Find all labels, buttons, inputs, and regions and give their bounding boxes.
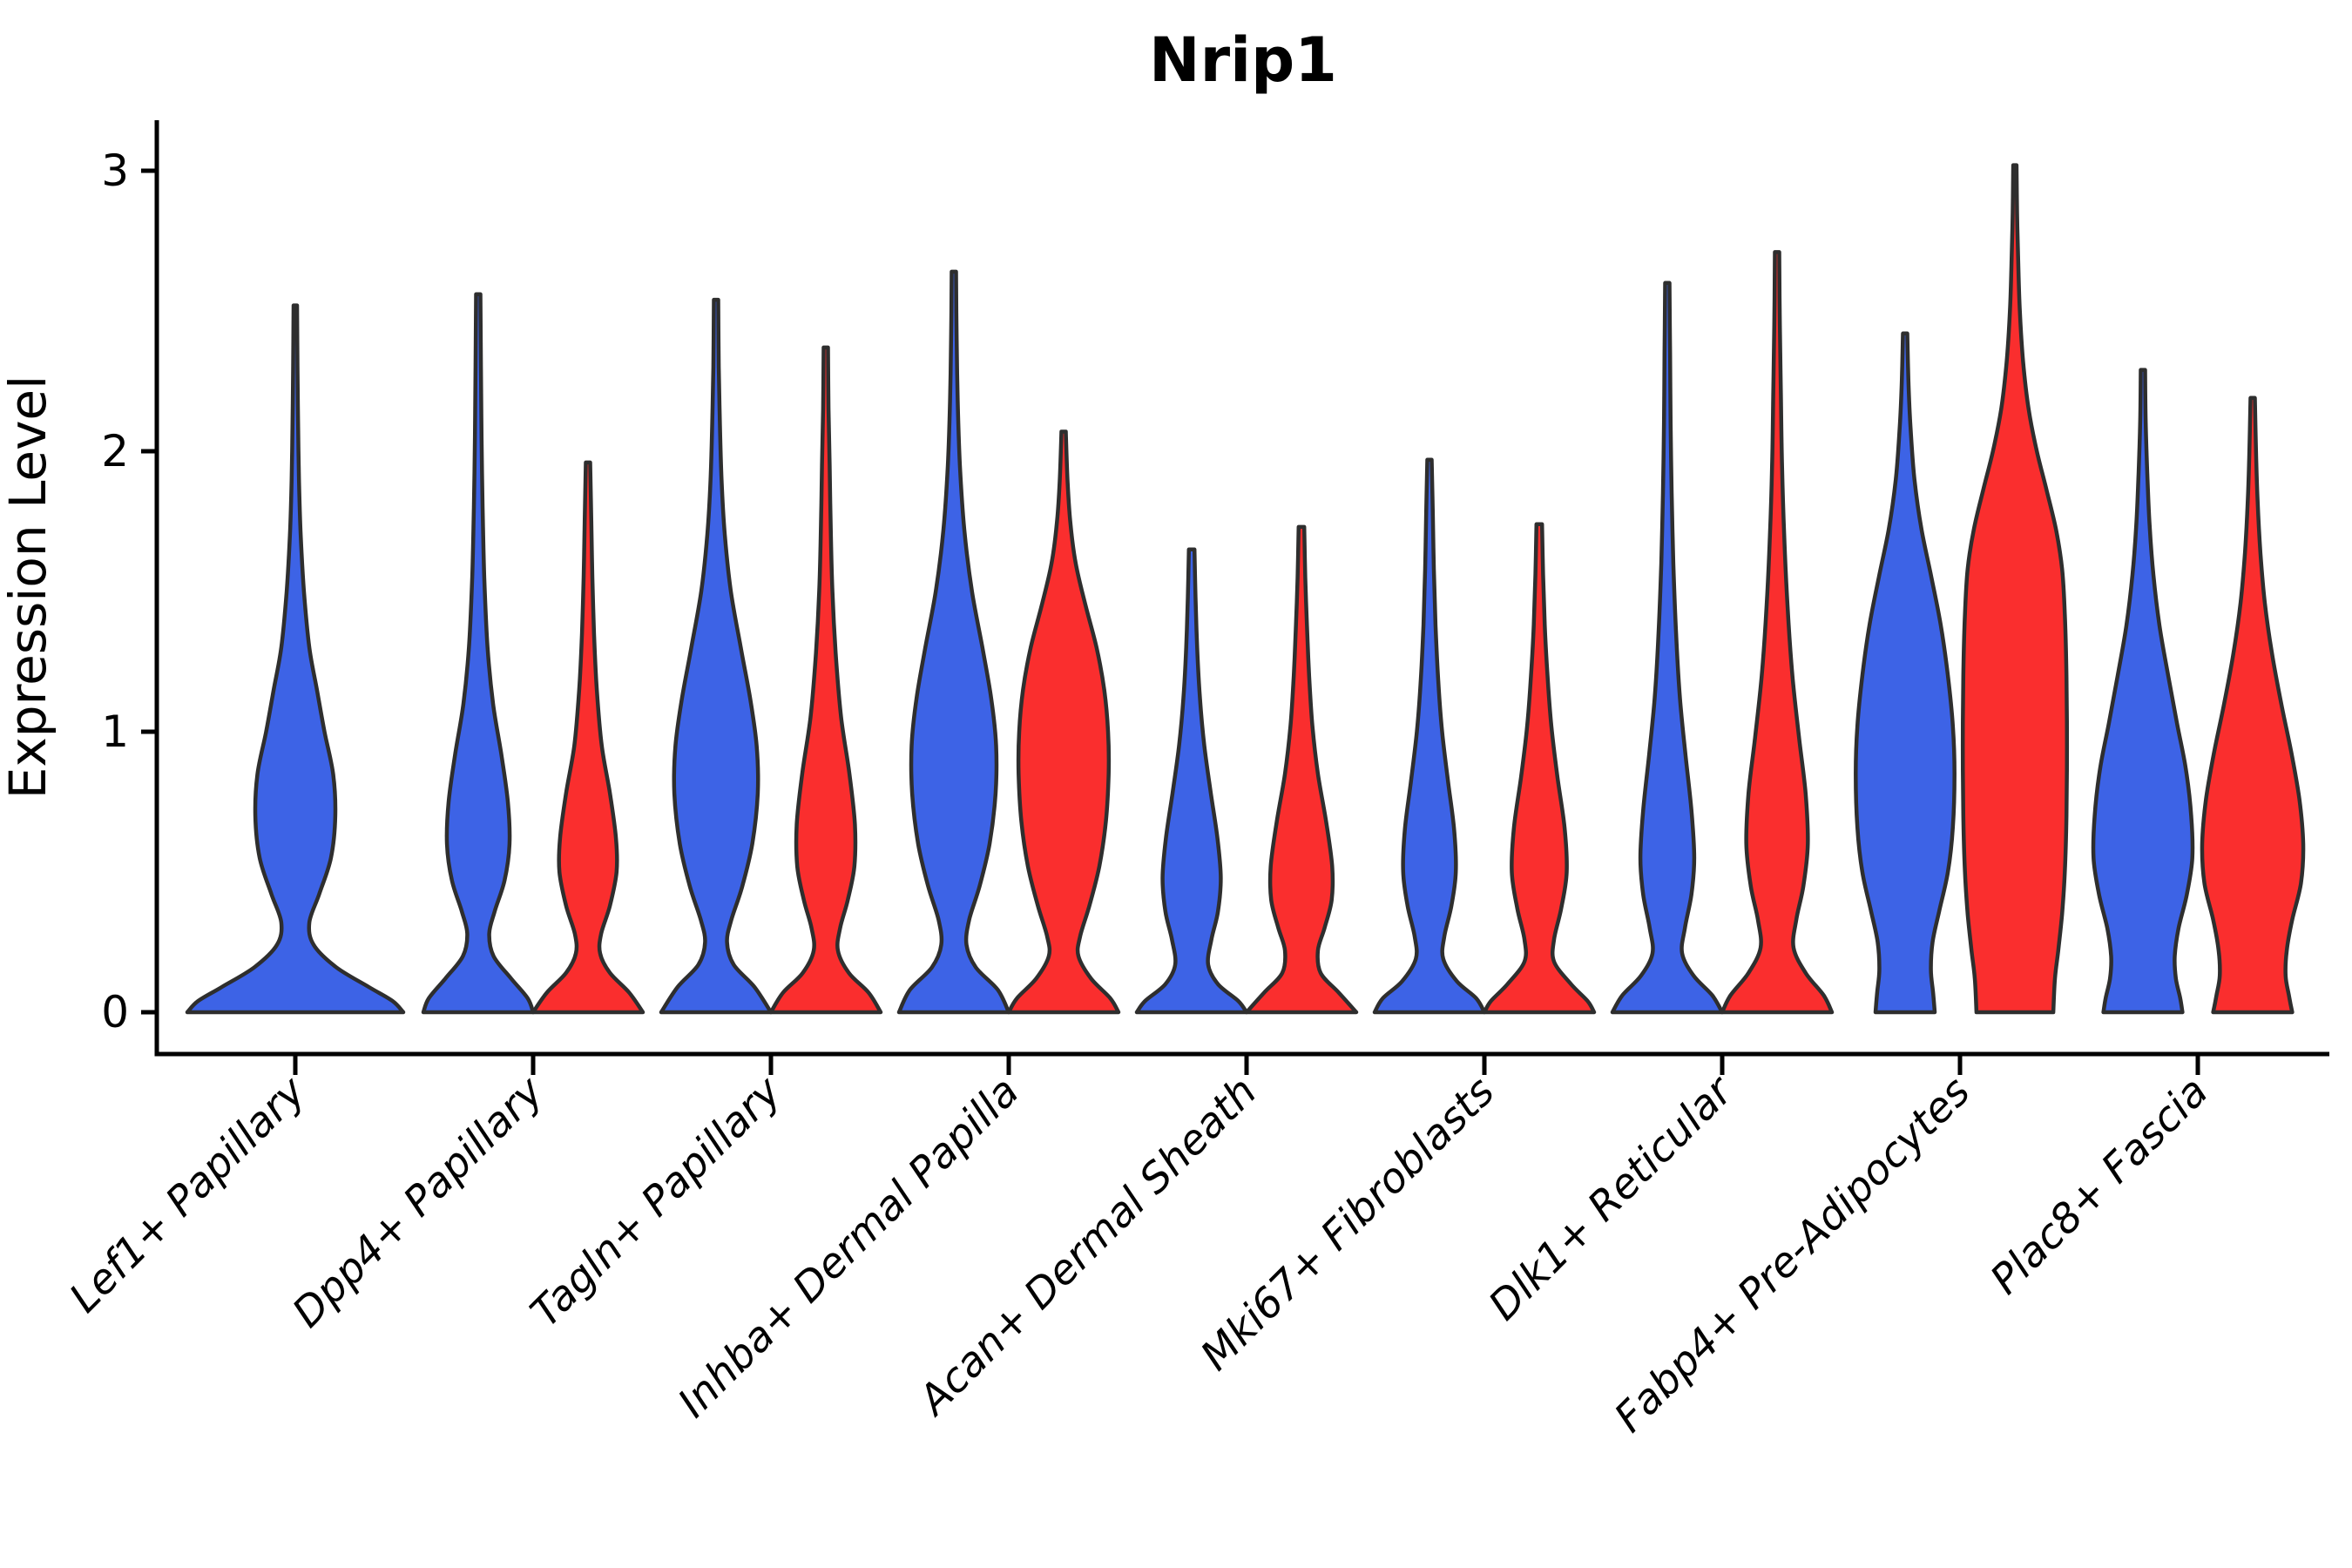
violin-tagln-blue: [659, 297, 774, 1015]
chart-title: Nrip1: [1149, 24, 1337, 96]
y-tick-label: 1: [101, 706, 129, 757]
violin-acan-red: [1244, 524, 1359, 1015]
violin-mki67-blue: [1372, 457, 1487, 1015]
y-axis-label: Expression Level: [0, 375, 57, 799]
violin-tagln-red: [768, 345, 883, 1015]
violin-fabp4-red: [1960, 163, 2070, 1015]
y-tick-label: 2: [101, 426, 129, 476]
violin-lef1-blue: [185, 303, 406, 1015]
y-axis-ticks: 0 1 2 3: [101, 145, 157, 1037]
violin-dpp4-red: [531, 460, 645, 1015]
violin-inhba-blue: [896, 269, 1011, 1015]
violin-dlk1-red: [1720, 250, 1835, 1015]
violin-plac8-blue: [2091, 368, 2195, 1015]
violin-dlk1-blue: [1610, 280, 1725, 1015]
violin-acan-blue: [1134, 547, 1249, 1015]
axes: [154, 120, 2329, 1057]
violin-inhba-red: [1006, 429, 1121, 1015]
violin-fabp4-blue: [1854, 331, 1957, 1015]
violin-dpp4-blue: [421, 292, 536, 1015]
y-tick-label: 0: [101, 987, 129, 1037]
y-tick-label: 3: [101, 145, 129, 196]
violin-mki67-red: [1482, 522, 1597, 1015]
violin-shapes: [185, 163, 2306, 1015]
violin-plac8-red: [2200, 395, 2306, 1015]
